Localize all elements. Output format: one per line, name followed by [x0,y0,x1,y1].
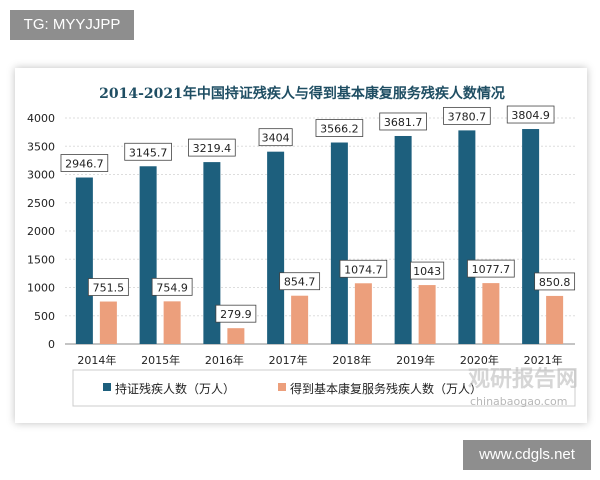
bar-series1 [522,129,540,344]
data-label-box [410,261,445,280]
legend-swatch-series2 [278,383,286,391]
x-tick-label: 2021年 [524,353,563,367]
data-label: 3219.4 [193,142,232,155]
watermark-tag-bottom: www.cdgls.net [463,440,591,470]
y-tick-label: 1000 [27,282,55,295]
data-label: 854.7 [284,276,316,289]
data-label-box [379,112,427,131]
legend-label-series2: 得到基本康复服务残疾人数（万人） [290,381,482,396]
watermark-tag-top: TG: MYYJJPP [10,10,134,40]
data-label-box [467,259,515,278]
x-tick-label: 2016年 [205,353,244,367]
data-label: 1077.7 [472,263,511,276]
y-tick-label: 4000 [27,112,55,125]
legend [72,369,576,407]
x-tick-label: 2014年 [77,353,116,367]
bar-series1 [139,166,157,344]
x-tick-label: 2019年 [396,353,435,367]
data-label: 2946.7 [65,158,104,171]
bar-series2 [354,283,372,344]
data-label-box [506,105,555,124]
bar-series1 [203,162,221,344]
data-label: 3404 [262,132,290,145]
data-label-box [215,304,257,323]
data-label: 3145.7 [129,146,168,159]
x-tick-label: 2020年 [460,353,499,367]
data-label: 3780.7 [448,110,487,123]
y-tick-label: 1500 [27,253,55,266]
y-tick-label: 3000 [27,169,55,182]
bar-series1 [394,135,412,344]
data-label-box [534,272,576,291]
data-label-box [151,277,193,296]
data-label-box [188,138,236,157]
y-tick-label: 0 [48,338,55,351]
chart-card [15,68,587,423]
x-tick-label: 2018年 [332,353,371,367]
data-label: 3804.9 [511,109,550,122]
data-label-box [124,142,172,161]
y-tick-label: 3500 [27,140,55,153]
data-label-box [315,119,364,137]
data-label: 754.9 [156,281,188,294]
y-tick-label: 500 [34,310,55,323]
chart-watermark-url: chinabaogao.com [470,395,568,408]
bar-series2 [482,283,500,344]
data-label-box [339,259,388,278]
data-label: 3681.7 [384,116,423,129]
legend-label-series1: 持证残疾人数（万人） [115,381,235,396]
data-label: 850.8 [539,276,571,289]
data-label-box [60,154,109,172]
data-label-box [258,128,293,147]
legend-swatch-series1 [103,383,111,391]
data-label: 279.9 [220,308,252,321]
data-label-box [87,278,129,296]
bar-series2 [546,295,564,344]
data-label-box [443,106,491,125]
y-tick-label: 2000 [27,225,55,238]
bar-series2 [418,285,436,344]
chart-watermark-name: 观研报告网 [468,367,578,392]
bar-series2 [227,328,245,344]
bar-series1 [75,177,93,344]
data-label: 1043 [413,265,441,278]
data-label: 1074.7 [344,263,383,276]
data-label: 3566.2 [320,123,359,136]
data-label-box [279,272,321,291]
y-tick-label: 2500 [27,197,55,210]
bar-series2 [291,295,309,344]
bar-series1 [330,142,348,344]
x-tick-label: 2015年 [141,353,180,367]
bar-series2 [99,301,117,344]
bar-series1 [458,130,476,344]
data-label: 751.5 [93,282,125,295]
x-tick-label: 2017年 [269,353,308,367]
bar-series2 [163,301,181,344]
chart-title: 2014-2021年中国持证残疾人与得到基本康复服务残疾人数情况 [99,85,505,102]
bar-series1 [267,151,285,344]
